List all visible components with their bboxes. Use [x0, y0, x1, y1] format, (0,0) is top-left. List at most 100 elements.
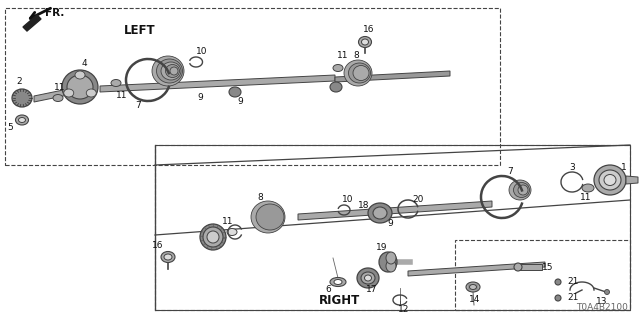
Ellipse shape: [582, 184, 594, 192]
Ellipse shape: [333, 65, 343, 71]
Ellipse shape: [599, 170, 621, 190]
Ellipse shape: [513, 182, 529, 197]
Text: 5: 5: [7, 123, 13, 132]
Ellipse shape: [86, 89, 96, 97]
Text: 7: 7: [135, 101, 141, 110]
Polygon shape: [298, 201, 492, 220]
Text: 8: 8: [257, 193, 263, 202]
Ellipse shape: [164, 254, 172, 260]
Ellipse shape: [266, 210, 282, 225]
Text: 16: 16: [152, 241, 164, 250]
Ellipse shape: [386, 260, 396, 272]
Text: 16: 16: [364, 26, 375, 35]
Ellipse shape: [518, 185, 528, 195]
Text: 18: 18: [358, 201, 370, 210]
Ellipse shape: [344, 60, 372, 86]
Text: 10: 10: [342, 196, 354, 204]
Text: RIGHT: RIGHT: [319, 293, 360, 307]
Text: LEFT: LEFT: [124, 23, 156, 36]
Ellipse shape: [466, 282, 480, 292]
Ellipse shape: [357, 268, 379, 288]
Ellipse shape: [170, 67, 178, 75]
Ellipse shape: [15, 115, 29, 125]
Text: 4: 4: [81, 59, 87, 68]
Text: 14: 14: [469, 294, 481, 303]
Ellipse shape: [53, 94, 63, 101]
Ellipse shape: [353, 66, 369, 81]
Ellipse shape: [75, 71, 85, 79]
Text: 15: 15: [542, 262, 554, 271]
Text: FR.: FR.: [45, 8, 65, 18]
Polygon shape: [408, 262, 545, 276]
Ellipse shape: [227, 228, 237, 236]
Polygon shape: [34, 89, 68, 102]
Circle shape: [555, 279, 561, 285]
Text: 10: 10: [196, 47, 208, 57]
Ellipse shape: [229, 87, 241, 97]
Text: 9: 9: [197, 93, 203, 102]
Ellipse shape: [330, 82, 342, 92]
Text: 1: 1: [621, 164, 627, 172]
Ellipse shape: [509, 180, 531, 200]
Ellipse shape: [379, 252, 397, 272]
Ellipse shape: [19, 117, 26, 123]
Ellipse shape: [64, 89, 74, 97]
Text: 11: 11: [337, 52, 349, 60]
Ellipse shape: [349, 63, 371, 83]
Bar: [518, 264, 542, 270]
Polygon shape: [626, 176, 638, 184]
Ellipse shape: [261, 206, 283, 228]
Ellipse shape: [62, 70, 98, 104]
Text: 21: 21: [567, 293, 579, 302]
Ellipse shape: [152, 56, 184, 86]
Text: T0A4B2100: T0A4B2100: [576, 303, 628, 312]
Ellipse shape: [207, 231, 219, 243]
Text: 12: 12: [398, 305, 410, 314]
Polygon shape: [335, 71, 450, 82]
Text: 9: 9: [237, 98, 243, 107]
Ellipse shape: [251, 201, 285, 233]
Text: 2: 2: [16, 76, 22, 85]
Ellipse shape: [373, 207, 387, 219]
Ellipse shape: [330, 277, 346, 286]
Text: 11: 11: [54, 84, 66, 92]
Ellipse shape: [157, 59, 182, 83]
Text: 7: 7: [507, 166, 513, 175]
Ellipse shape: [161, 252, 175, 262]
Text: 21: 21: [567, 277, 579, 286]
Ellipse shape: [67, 75, 93, 99]
Circle shape: [555, 295, 561, 301]
Ellipse shape: [362, 39, 369, 45]
Text: 9: 9: [387, 219, 393, 228]
Text: 6: 6: [325, 285, 331, 294]
Text: 3: 3: [569, 164, 575, 172]
Text: 8: 8: [353, 51, 359, 60]
Ellipse shape: [166, 65, 179, 77]
Ellipse shape: [12, 89, 32, 107]
Circle shape: [605, 290, 609, 294]
Polygon shape: [100, 75, 335, 92]
Text: 17: 17: [366, 285, 378, 294]
Ellipse shape: [161, 62, 181, 80]
Ellipse shape: [594, 165, 626, 195]
Text: 11: 11: [116, 91, 128, 100]
Text: 20: 20: [412, 195, 424, 204]
Ellipse shape: [368, 203, 392, 223]
Text: 11: 11: [580, 194, 592, 203]
Ellipse shape: [271, 212, 281, 222]
Ellipse shape: [386, 252, 396, 264]
Text: 19: 19: [376, 244, 388, 252]
Ellipse shape: [111, 79, 121, 86]
Ellipse shape: [358, 36, 371, 47]
Ellipse shape: [361, 272, 375, 284]
Ellipse shape: [365, 275, 371, 281]
Ellipse shape: [334, 279, 342, 284]
Text: 13: 13: [596, 298, 608, 307]
Ellipse shape: [203, 227, 223, 247]
Ellipse shape: [604, 174, 616, 186]
Polygon shape: [23, 15, 41, 31]
Ellipse shape: [470, 284, 477, 290]
Ellipse shape: [256, 204, 284, 230]
Text: 11: 11: [222, 218, 234, 227]
Circle shape: [514, 263, 522, 271]
